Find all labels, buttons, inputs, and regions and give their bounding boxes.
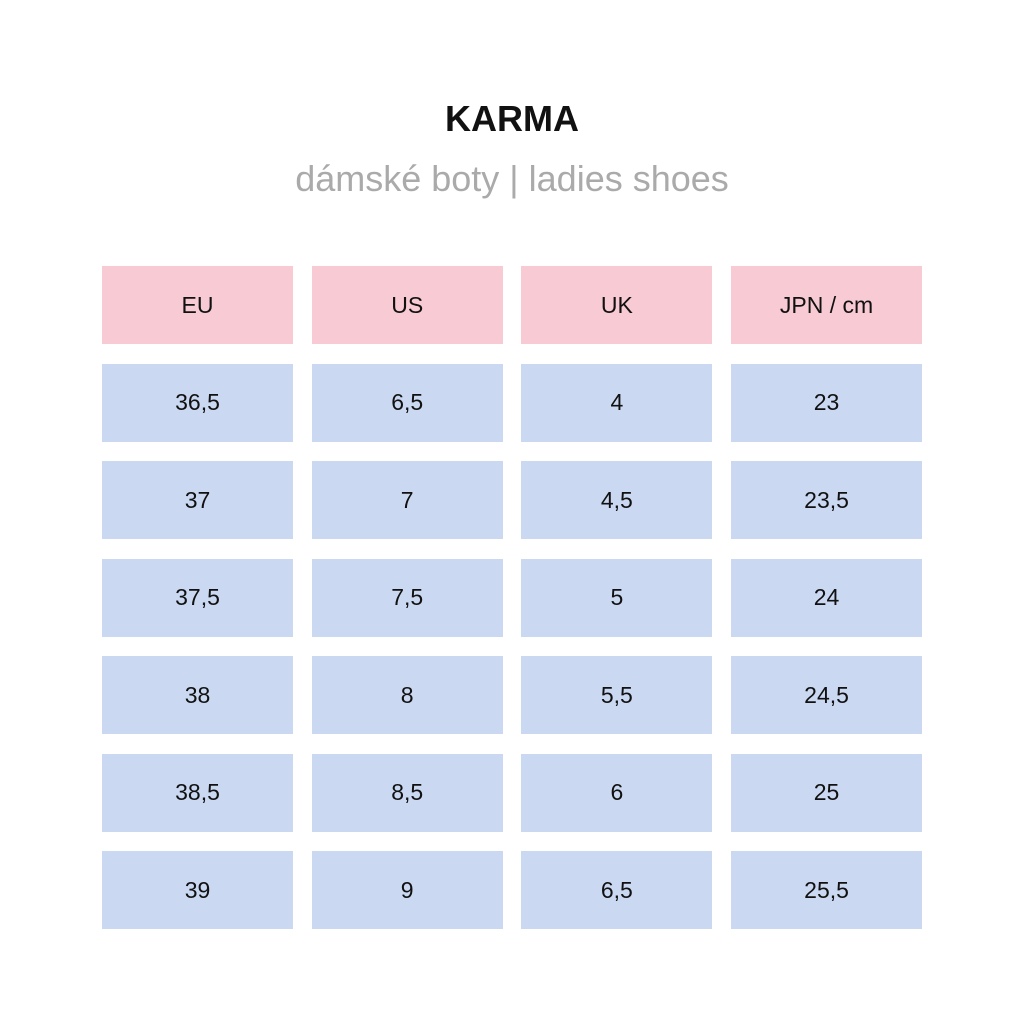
cell-uk: 6 xyxy=(521,753,713,832)
size-chart-table: EU US UK JPN / cm 36,5 6,5 4 23 37 7 4,5… xyxy=(102,266,923,929)
cell-uk: 4 xyxy=(521,363,713,442)
cell-eu: 37 xyxy=(102,461,293,539)
cell-us: 7 xyxy=(311,461,503,539)
cell-us: 8 xyxy=(311,656,503,734)
cell-jpn: 25,5 xyxy=(731,851,923,929)
cell-eu: 38 xyxy=(102,656,293,734)
column-header-uk: UK xyxy=(521,266,713,344)
page-title: KARMA xyxy=(445,98,579,139)
cell-eu: 38,5 xyxy=(102,753,293,832)
cell-uk: 4,5 xyxy=(521,461,713,539)
page-subtitle: dámské boty | ladies shoes xyxy=(295,158,729,199)
cell-eu: 39 xyxy=(102,851,293,929)
cell-uk: 6,5 xyxy=(521,851,713,929)
cell-us: 8,5 xyxy=(311,753,503,832)
cell-us: 9 xyxy=(311,851,503,929)
cell-us: 7,5 xyxy=(311,558,503,637)
cell-eu: 37,5 xyxy=(102,558,293,637)
cell-jpn: 24 xyxy=(731,558,923,637)
cell-jpn: 23 xyxy=(731,363,923,442)
cell-jpn: 24,5 xyxy=(731,656,923,734)
column-header-us: US xyxy=(311,266,503,344)
cell-uk: 5,5 xyxy=(521,656,713,734)
cell-us: 6,5 xyxy=(311,363,503,442)
cell-uk: 5 xyxy=(521,558,713,637)
column-header-eu: EU xyxy=(102,266,293,344)
cell-jpn: 25 xyxy=(731,753,923,832)
column-header-jpn: JPN / cm xyxy=(731,266,923,344)
cell-jpn: 23,5 xyxy=(731,461,923,539)
cell-eu: 36,5 xyxy=(102,363,293,442)
